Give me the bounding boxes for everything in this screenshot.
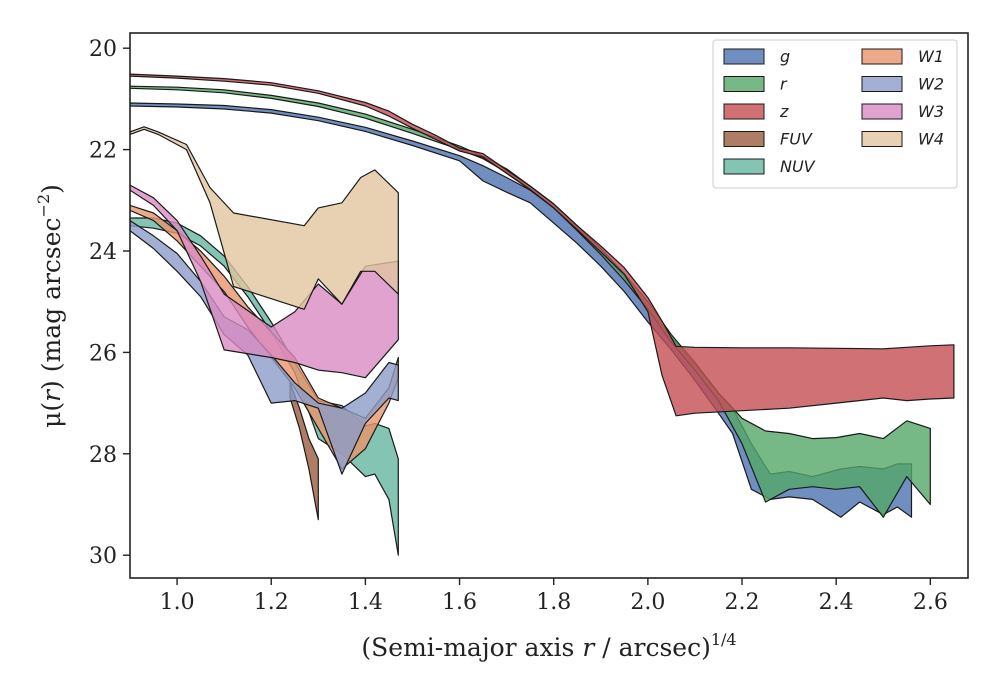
legend-swatch-nuv [723, 158, 765, 175]
legend-label-w3: W3 [918, 102, 944, 121]
x-tick-label: 2.4 [819, 590, 854, 615]
y-tick-label: 24 [89, 240, 117, 265]
legend-swatch-w4 [861, 131, 903, 147]
y-tick-label: 22 [89, 139, 117, 164]
x-axis: 1.0 1.2 1.4 1.6 1.8 2.0 2.2 2.4 2.6 [160, 578, 948, 615]
area-series-fuv [289, 382, 319, 521]
legend-swatch-w2 [861, 76, 903, 92]
x-tick-label: 1.6 [442, 590, 477, 615]
legend-label-g: g [780, 47, 790, 66]
plot-frame [129, 32, 969, 579]
area-series-w3 [130, 184, 399, 379]
legend-label-r: r [780, 75, 788, 94]
y-tick-label: 28 [89, 443, 117, 468]
x-tick-label: 2.0 [630, 590, 665, 615]
legend-label-z: z [779, 102, 789, 121]
x-tick-label: 1.4 [348, 590, 383, 615]
series-areas [130, 73, 955, 556]
y-tick-label: 26 [89, 341, 117, 366]
legend-swatch-w3 [861, 103, 903, 120]
x-axis-title: (Semi-major axis r / arcsec)1/4 [361, 630, 736, 662]
legend-label-w4: W4 [918, 130, 944, 149]
legend-swatch-z [723, 103, 765, 120]
y-tick-label: 30 [89, 544, 117, 569]
legend-swatch-g [723, 48, 765, 65]
legend-swatch-fuv [723, 131, 765, 147]
x-tick-label: 1.2 [254, 590, 289, 615]
y-axis: 20 22 24 26 28 30 [89, 37, 130, 569]
x-tick-label: 1.0 [160, 590, 195, 615]
legend-swatch-r [723, 76, 765, 92]
legend-label-w2: W2 [918, 75, 944, 94]
x-tick-label: 2.6 [913, 590, 948, 615]
y-tick-label: 20 [89, 37, 117, 62]
legend-label-nuv: NUV [780, 157, 816, 176]
area-series-w4 [130, 126, 399, 310]
x-tick-label: 2.2 [725, 590, 760, 615]
legend-swatch-w1 [861, 48, 903, 65]
y-axis-title: μ(r) (mag arcsec−2) [34, 184, 66, 428]
legend-label-w1: W1 [918, 47, 944, 66]
legend: grz FUV NUV W1 W2 W3 W4 [712, 39, 958, 189]
legend-label-fuv: FUV [780, 130, 813, 149]
x-tick-label: 1.8 [536, 590, 571, 615]
area-series-z [130, 73, 955, 417]
